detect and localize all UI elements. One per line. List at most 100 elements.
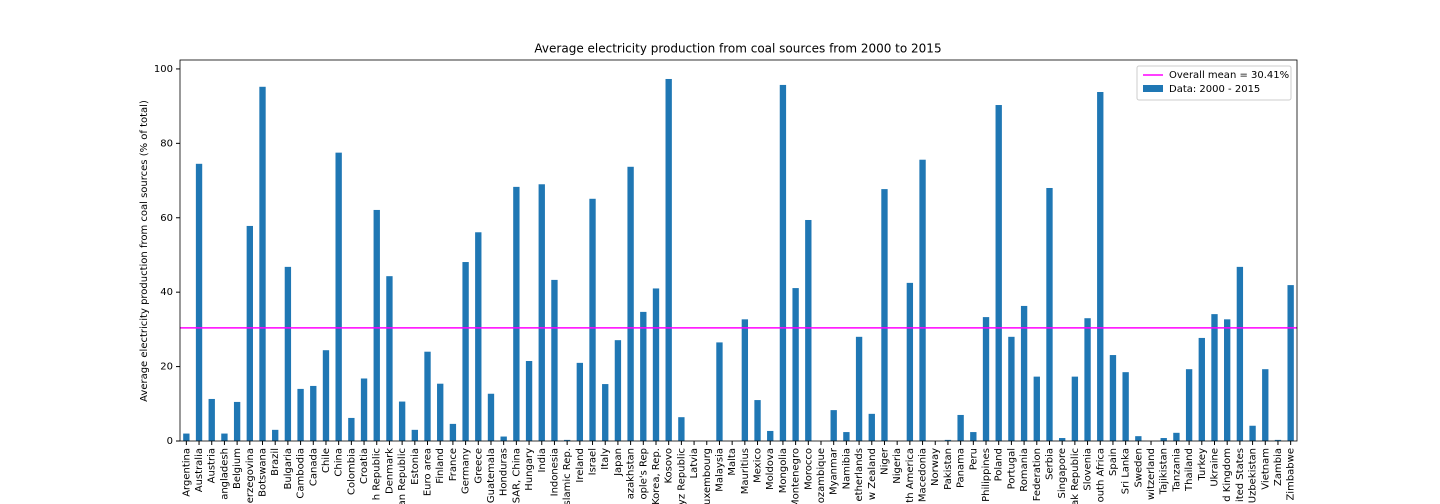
bar: [297, 388, 304, 441]
x-tick-label: Thailand: [1184, 448, 1195, 492]
bar: [183, 433, 190, 441]
bar: [411, 429, 418, 441]
bar: [1173, 432, 1180, 441]
bar: [881, 189, 888, 441]
x-tick-label: Honduras: [499, 448, 510, 496]
bar: [576, 362, 584, 441]
bar: [1198, 337, 1205, 441]
bar: [843, 432, 850, 441]
x-tick-label: Austria: [207, 448, 218, 483]
x-tick-label: Denmark: [384, 448, 395, 494]
x-tick-label: Ireland: [575, 448, 586, 483]
bar: [525, 361, 533, 441]
x-tick-label: Cambodia: [296, 448, 307, 499]
bar: [284, 266, 292, 441]
bar: [868, 413, 875, 441]
bar: [487, 393, 495, 441]
x-tick-label: Croatia: [359, 448, 370, 484]
x-tick-label: w Zealand: [867, 448, 878, 500]
x-tick-label: Colombia: [346, 448, 357, 495]
x-tick-label: Malta: [727, 448, 738, 476]
bar: [449, 423, 457, 441]
x-tick-label: Indonesia: [549, 448, 560, 496]
x-tick-label: Korea, Rep.: [651, 448, 662, 504]
x-tick-label: Ukraine: [1209, 448, 1220, 487]
bar: [767, 430, 774, 441]
y-tick-label: 0: [167, 436, 173, 447]
x-tick-label: Uzbekistan: [1248, 448, 1259, 503]
x-tick-label: China: [334, 448, 345, 477]
x-tick-label: Botswana: [258, 448, 269, 497]
x-tick-label: Latvia: [689, 448, 700, 478]
x-tick-label: Malaysia: [714, 448, 725, 492]
x-tick-label: Slovenia: [1083, 448, 1094, 491]
bar: [1135, 436, 1142, 441]
x-tick-label: Federation: [1032, 448, 1043, 501]
bar: [513, 186, 520, 441]
x-tick-label: Tanzania: [1171, 448, 1182, 493]
x-tick-label: Zambia: [1273, 448, 1284, 486]
x-tick-label: Tajikistan: [1159, 448, 1170, 495]
x-tick-label: erzegovina: [245, 448, 256, 503]
bar: [322, 350, 330, 441]
x-tick-label: Bulgaria: [283, 448, 294, 489]
x-tick-label: Nigeria: [892, 448, 903, 484]
x-tick-label: th America: [905, 448, 916, 503]
x-tick-label: Philippines: [981, 448, 992, 502]
bar: [551, 279, 558, 441]
bar: [1059, 438, 1066, 441]
bar: [957, 414, 964, 441]
bar: [246, 225, 253, 441]
x-tick-label: Canada: [308, 448, 319, 486]
bar: [1084, 318, 1091, 441]
plot-frame: [179, 59, 1298, 442]
x-tick-label: Australia: [194, 448, 205, 492]
bar: [1046, 187, 1053, 441]
y-tick-label: 80: [160, 138, 173, 149]
x-tick-label: Romania: [1019, 448, 1030, 492]
x-tick-label: Euro area: [423, 448, 434, 496]
y-tick-label: 100: [154, 64, 173, 75]
bar: [1008, 336, 1015, 441]
x-tick-label: Mauritius: [740, 448, 751, 494]
bar: [208, 398, 215, 441]
bar: [678, 417, 685, 441]
x-tick-label: azakhstan: [626, 448, 637, 499]
bar: [310, 385, 317, 441]
bar: [424, 351, 431, 441]
x-tick-label: Portugal: [1006, 448, 1017, 489]
bar: [1185, 369, 1193, 441]
x-tick-label: d Kingdom: [1222, 448, 1233, 502]
bar: [1274, 439, 1282, 441]
x-tick-label: h Republic: [372, 448, 383, 500]
x-tick-label: ozambique: [816, 448, 827, 503]
bar: [335, 152, 342, 441]
x-tick-label: Mexico: [753, 448, 764, 483]
x-tick-label: Morocco: [803, 448, 814, 490]
x-tick-label: Sweden: [1133, 448, 1144, 488]
x-tick-label: Moldova: [765, 448, 776, 490]
x-tick-label: Mongolia: [778, 448, 789, 493]
bar: [462, 262, 469, 441]
bar: [259, 86, 266, 441]
bar: [1287, 285, 1294, 441]
bar: [1097, 91, 1104, 441]
x-tick-label: slamic Rep.: [562, 448, 573, 504]
x-tick-label: Poland: [994, 448, 1005, 481]
x-tick-label: Japan: [613, 448, 624, 477]
x-tick-label: Sri Lanka: [1121, 448, 1132, 494]
x-tick-label: witzerland: [1146, 448, 1157, 500]
y-tick-label: 60: [160, 213, 173, 224]
x-tick-label: Niger: [879, 447, 890, 475]
bar: [805, 219, 812, 441]
bar: [437, 383, 444, 441]
bar: [716, 342, 723, 441]
bar: [1211, 314, 1218, 441]
x-tick-label: Peru: [968, 448, 979, 470]
legend-swatch: [1143, 85, 1163, 92]
bar: [398, 401, 406, 441]
x-tick-label: Estonia: [410, 448, 421, 485]
bar: [614, 340, 622, 441]
x-tick-label: yz Republic: [676, 448, 687, 504]
